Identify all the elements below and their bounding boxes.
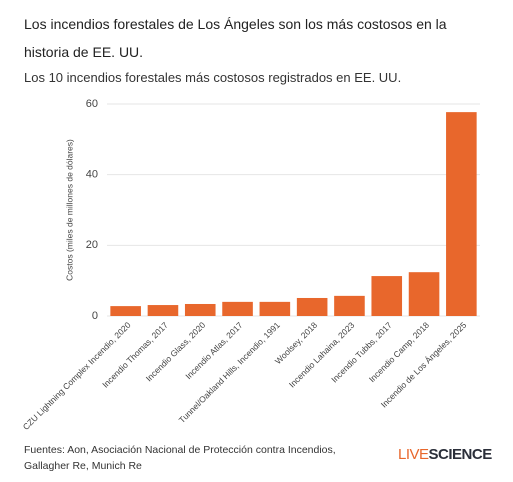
y-tick-label: 60 xyxy=(86,98,98,110)
y-tick-label: 40 xyxy=(86,169,98,181)
y-tick-label: 0 xyxy=(92,310,98,322)
source: Fuentes: Aon, Asociación Nacional de Pro… xyxy=(24,444,336,472)
bar xyxy=(446,112,477,316)
bar xyxy=(110,306,141,316)
bar xyxy=(259,301,291,316)
x-tick-label: Incendio Lahaina, 2023 xyxy=(287,320,357,390)
bar xyxy=(296,297,328,316)
bar xyxy=(334,295,365,316)
bar xyxy=(184,303,216,316)
chart-title: Los incendios forestales de Los Ángeles … xyxy=(24,16,447,60)
y-tick-label: 20 xyxy=(86,239,98,251)
logo: LIVESCIENCE xyxy=(398,446,492,463)
bar xyxy=(222,301,253,316)
x-tick-label: Incendio Thomas, 2017 xyxy=(100,320,170,390)
y-axis-label: Costos (miles de millones de dólares) xyxy=(64,139,74,281)
bar xyxy=(371,276,403,316)
chart: Costos (miles de millones de dólares) 0 2… xyxy=(21,98,480,432)
bar xyxy=(408,272,440,316)
bar xyxy=(147,305,179,316)
chart-subtitle: Los 10 incendios forestales más costosos… xyxy=(24,70,402,85)
logo-part: SCIENCE xyxy=(428,446,493,463)
logo-part: LIVE xyxy=(398,446,429,463)
